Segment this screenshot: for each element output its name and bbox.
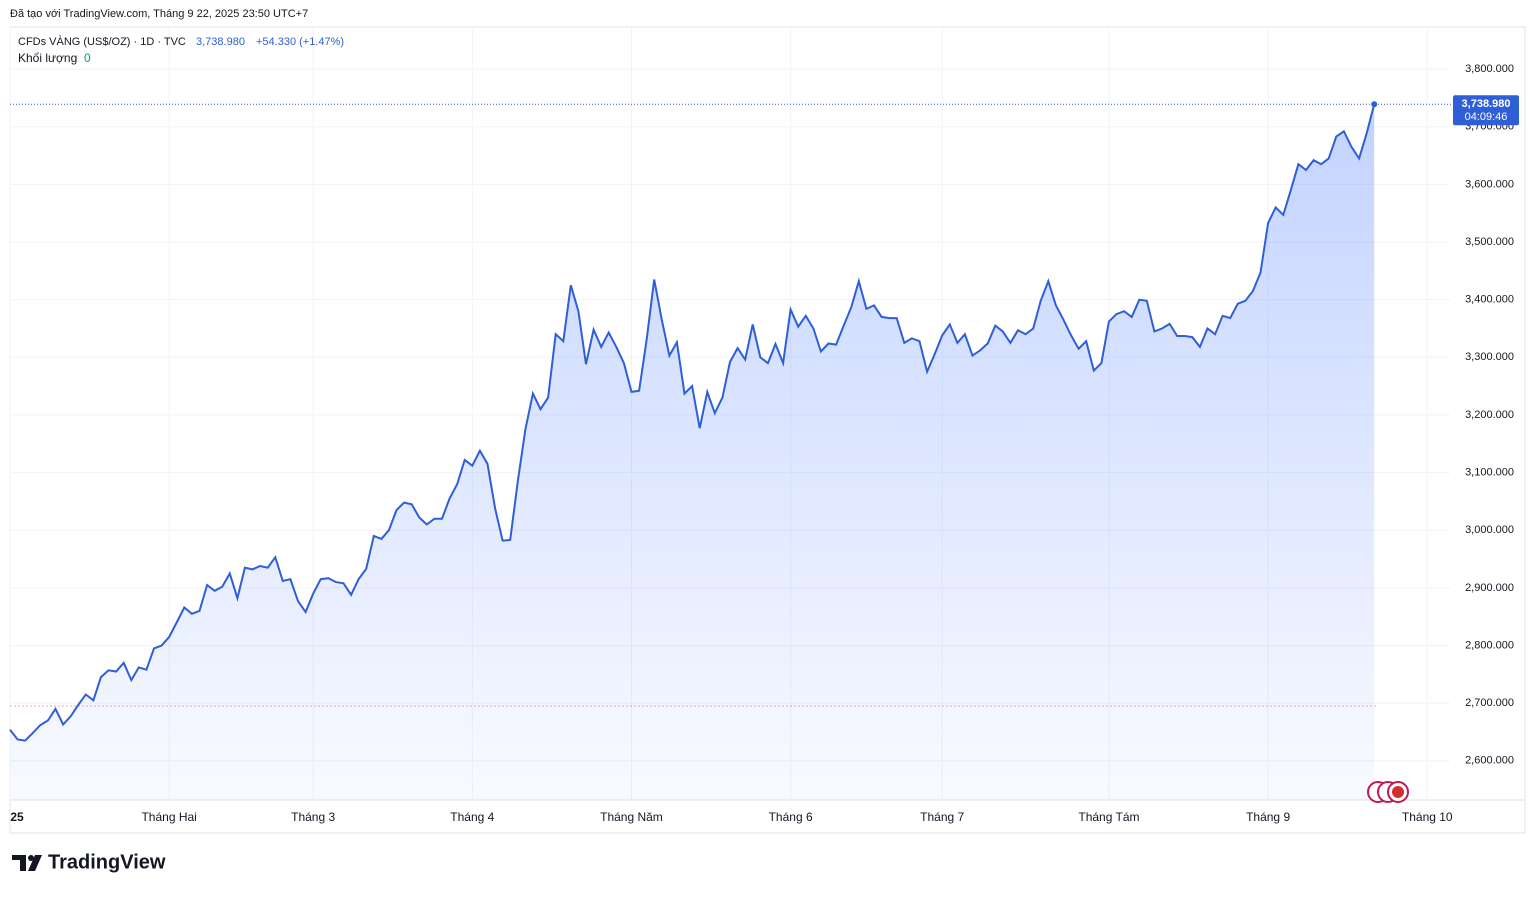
volume-value: 0: [84, 51, 91, 65]
last-point: [1371, 101, 1378, 108]
x-tick-label: Tháng 4: [450, 810, 494, 824]
x-tick-label: Tháng 10: [1402, 810, 1453, 824]
y-tick-label: 3,200.000: [1465, 409, 1514, 421]
plot: [9, 101, 1452, 801]
y-tick-label: 3,000.000: [1465, 524, 1514, 536]
y-tick-label: 3,600.000: [1465, 178, 1514, 190]
x-tick-label: 25: [10, 810, 24, 824]
y-tick-label: 3,100.000: [1465, 466, 1514, 478]
y-tick-label: 3,800.000: [1465, 63, 1514, 75]
x-tick-label: Tháng Tám: [1078, 810, 1139, 824]
x-tick-label: Tháng 9: [1246, 810, 1290, 824]
legend-symbol: CFDs VÀNG (US$/OZ) · 1D · TVC: [18, 35, 186, 48]
area-fill: [10, 104, 1375, 801]
volume-label: Khối lượng: [18, 51, 77, 65]
logo: TradingView: [12, 851, 166, 873]
legend-price: 3,738.980: [196, 36, 245, 48]
credit: Đã tạo với TradingView.com, Tháng 9 22, …: [10, 8, 308, 20]
logo-text: TradingView: [48, 851, 166, 873]
y-tick-label: 3,300.000: [1465, 351, 1514, 363]
y-tick-label: 2,800.000: [1465, 639, 1514, 651]
x-tick-label: Tháng 3: [291, 810, 335, 824]
x-tick-label: Tháng Năm: [600, 810, 663, 824]
x-tick-label: Tháng Hai: [141, 810, 196, 824]
flag-icons: [1367, 781, 1409, 803]
x-tick-label: Tháng 7: [920, 810, 964, 824]
price-line: [9, 104, 1376, 742]
legend-change: +54.330 (+1.47%): [256, 36, 344, 48]
price-tag-price: 3,738.980: [1462, 98, 1511, 110]
y-tick-label: 2,700.000: [1465, 697, 1514, 709]
price-tag: [1453, 95, 1519, 126]
price-tag-countdown: 04:09:46: [1465, 111, 1508, 123]
y-tick-label: 2,600.000: [1465, 755, 1514, 767]
y-tick-label: 2,900.000: [1465, 582, 1514, 594]
x-tick-label: Tháng 6: [769, 810, 813, 824]
y-tick-label: 3,500.000: [1465, 236, 1514, 248]
y-tick-label: 3,400.000: [1465, 294, 1514, 306]
